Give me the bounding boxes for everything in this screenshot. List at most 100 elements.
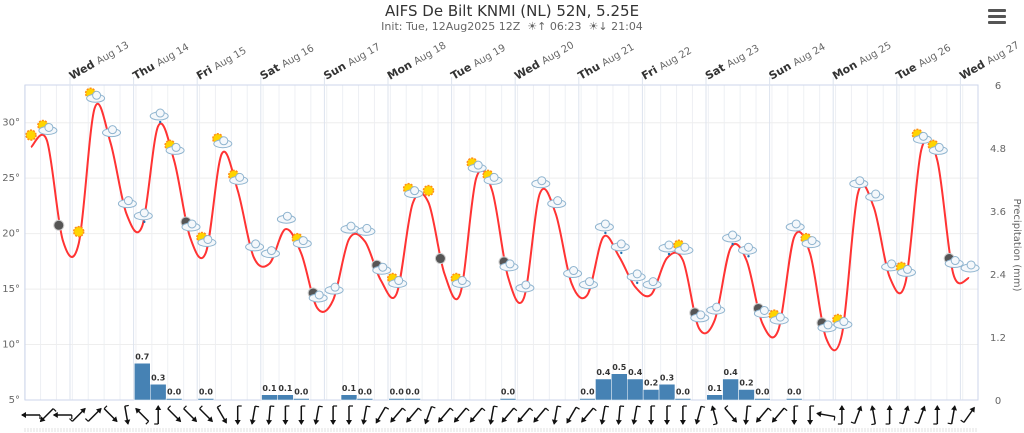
cloud-shape: [696, 310, 706, 320]
wind-arrowhead: [39, 416, 46, 423]
raindrop-shape: [620, 251, 623, 255]
wind-barb: [183, 405, 187, 410]
wind-arrowhead: [298, 420, 305, 425]
precipitation-bar: [499, 398, 517, 401]
precipitation-label: 0.1: [278, 384, 293, 393]
wind-arrow-icon: [282, 405, 290, 425]
sun-cloud-icon: [450, 272, 471, 289]
sun-cloud-icon: [212, 133, 233, 149]
wind-arrowhead: [551, 419, 558, 425]
precipitation-bar: [658, 384, 676, 401]
wind-barb: [833, 416, 836, 421]
sun-shape: [72, 225, 85, 238]
wind-arrowhead: [743, 419, 750, 425]
hamburger-menu-icon[interactable]: [988, 9, 1006, 25]
precipitation-bar: [356, 398, 374, 401]
wind-barb: [545, 407, 550, 412]
right-axis-label: Precipitation (mm): [1011, 199, 1022, 292]
wind-arrow-icon: [533, 407, 550, 423]
wind-arrowhead: [710, 405, 717, 411]
right-axis-tick-label: 1.2: [990, 333, 1006, 344]
wind-arrowhead: [406, 416, 412, 423]
cloud-shape: [457, 276, 467, 286]
wind-arrowhead: [615, 419, 622, 425]
wind-barb: [700, 405, 706, 408]
cloud-shape: [728, 230, 738, 240]
wind-barb: [69, 418, 73, 422]
cloud-icon: [547, 196, 567, 209]
wind-arrowhead: [124, 419, 131, 425]
wind-arrow-icon: [266, 405, 275, 425]
moon-icon: [53, 219, 65, 231]
wind-arrowhead: [234, 420, 241, 425]
wind-barb: [124, 404, 129, 407]
wind-barb: [417, 407, 422, 412]
left-axis-tick-label: 20°: [2, 229, 20, 240]
cloud-rain-icon: [722, 230, 742, 246]
precipitation-label: 0.0: [167, 388, 182, 397]
raindrop-shape: [747, 255, 750, 258]
cloud-shape: [187, 219, 197, 229]
cloud-shape: [139, 208, 149, 218]
cloud-icon: [117, 196, 137, 209]
wind-arrowhead: [175, 416, 182, 423]
right-axis-tick-label: 3.6: [990, 207, 1006, 218]
raindrop-shape: [159, 120, 162, 124]
wind-arrow-icon: [52, 412, 73, 419]
sun-icon: [422, 184, 435, 197]
wind-arrowhead: [791, 420, 798, 425]
left-axis-tick-label: 25°: [2, 173, 20, 184]
wind-arrowhead: [886, 405, 893, 410]
precipitation-bar: [722, 378, 739, 401]
wind-barb: [384, 406, 390, 410]
cloud-shape: [903, 264, 912, 274]
wind-barb: [318, 405, 323, 408]
day-label: Wed Aug 27: [957, 38, 1021, 82]
wind-barb: [575, 406, 580, 410]
wind-arrowhead: [755, 416, 762, 423]
cloud-shape: [648, 277, 658, 287]
cloud-icon: [356, 223, 376, 236]
wind-arrow-icon: [755, 407, 772, 423]
wind-arrow-icon: [615, 405, 625, 425]
wind-arrow-icon: [124, 404, 131, 425]
cloud-icon: [642, 277, 662, 290]
wind-arrow-icon: [488, 405, 498, 425]
cloud-shape: [791, 219, 801, 229]
right-axis-tick-label: 0: [995, 396, 1001, 407]
wind-arrowhead: [80, 407, 86, 414]
wind-arrow-icon: [330, 405, 338, 425]
wind-arrowhead: [488, 419, 495, 425]
wind-arrow-icon: [249, 405, 260, 425]
cloud-icon: [881, 259, 901, 272]
wind-arrow-icon: [694, 405, 706, 425]
cloud-shape: [219, 136, 229, 146]
moon-icon: [434, 253, 446, 265]
wind-arrow-icon: [648, 405, 656, 425]
wind-arrowhead: [969, 406, 975, 413]
wind-arrowhead: [266, 419, 273, 425]
wind-barb: [871, 423, 876, 426]
wind-arrow-icon: [771, 407, 788, 423]
sun-cloud-icon: [895, 261, 916, 277]
wind-barb: [783, 407, 788, 412]
raindrop-shape: [731, 242, 734, 246]
precipitation-label: 0.0: [406, 388, 421, 397]
day-label: Fri Aug 22: [639, 44, 693, 83]
wind-barb: [402, 407, 406, 412]
cloud-shape: [123, 196, 133, 206]
wind-arrow-icon: [710, 405, 718, 426]
wind-arrow-icon: [39, 408, 57, 423]
precipitation-bar: [674, 398, 692, 401]
wind-arrowhead: [52, 412, 58, 418]
left-axis-tick-label: 30°: [2, 118, 20, 129]
precipitation-bar: [388, 398, 405, 401]
wind-barb: [167, 405, 171, 410]
precipitation-label: 0.4: [596, 368, 611, 377]
cloud-rain-icon: [738, 242, 757, 258]
wind-arrow-icon: [837, 405, 845, 425]
wind-arrowhead: [375, 417, 381, 424]
day-label: Sun Aug 17: [321, 40, 382, 83]
wind-arrowhead: [566, 417, 572, 424]
wind-arrow-icon: [960, 406, 975, 423]
